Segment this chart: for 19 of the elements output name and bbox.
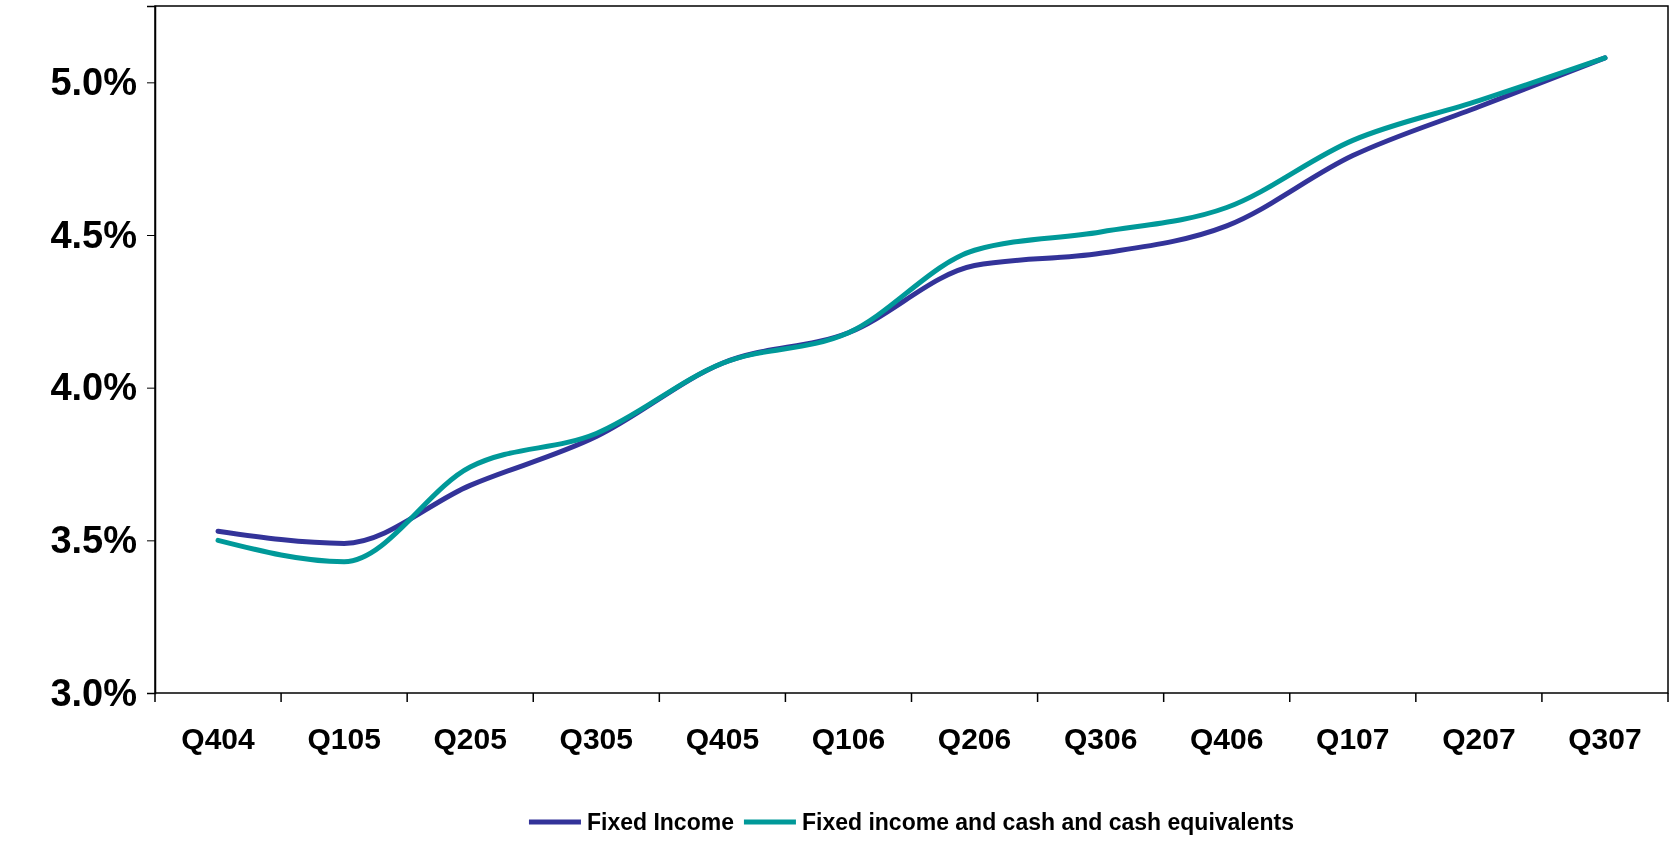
x-tick-label: Q205	[433, 722, 507, 755]
y-tick-label: 3.5%	[50, 518, 137, 561]
y-tick-label: 5.0%	[50, 60, 137, 103]
x-tick-label: Q405	[685, 722, 760, 755]
x-tick-label: Q206	[937, 722, 1012, 755]
x-tick-label: Q105	[307, 722, 381, 755]
x-tick-label: Q307	[1568, 722, 1642, 755]
legend-label: Fixed income and cash and cash equivalents	[801, 809, 1295, 835]
x-tick-label: Q305	[559, 722, 633, 755]
x-tick-label: Q106	[811, 722, 886, 755]
x-tick-label: Q207	[1442, 722, 1516, 755]
x-tick-label: Q404	[181, 722, 256, 755]
y-tick-label: 4.0%	[50, 366, 137, 409]
y-tick-label: 3.0%	[50, 671, 137, 714]
x-tick-label: Q107	[1316, 722, 1390, 755]
y-tick-label: 4.5%	[50, 213, 137, 256]
x-tick-label: Q306	[1063, 722, 1138, 755]
x-tick-label: Q406	[1190, 722, 1264, 755]
legend-label: Fixed Income	[586, 809, 734, 835]
